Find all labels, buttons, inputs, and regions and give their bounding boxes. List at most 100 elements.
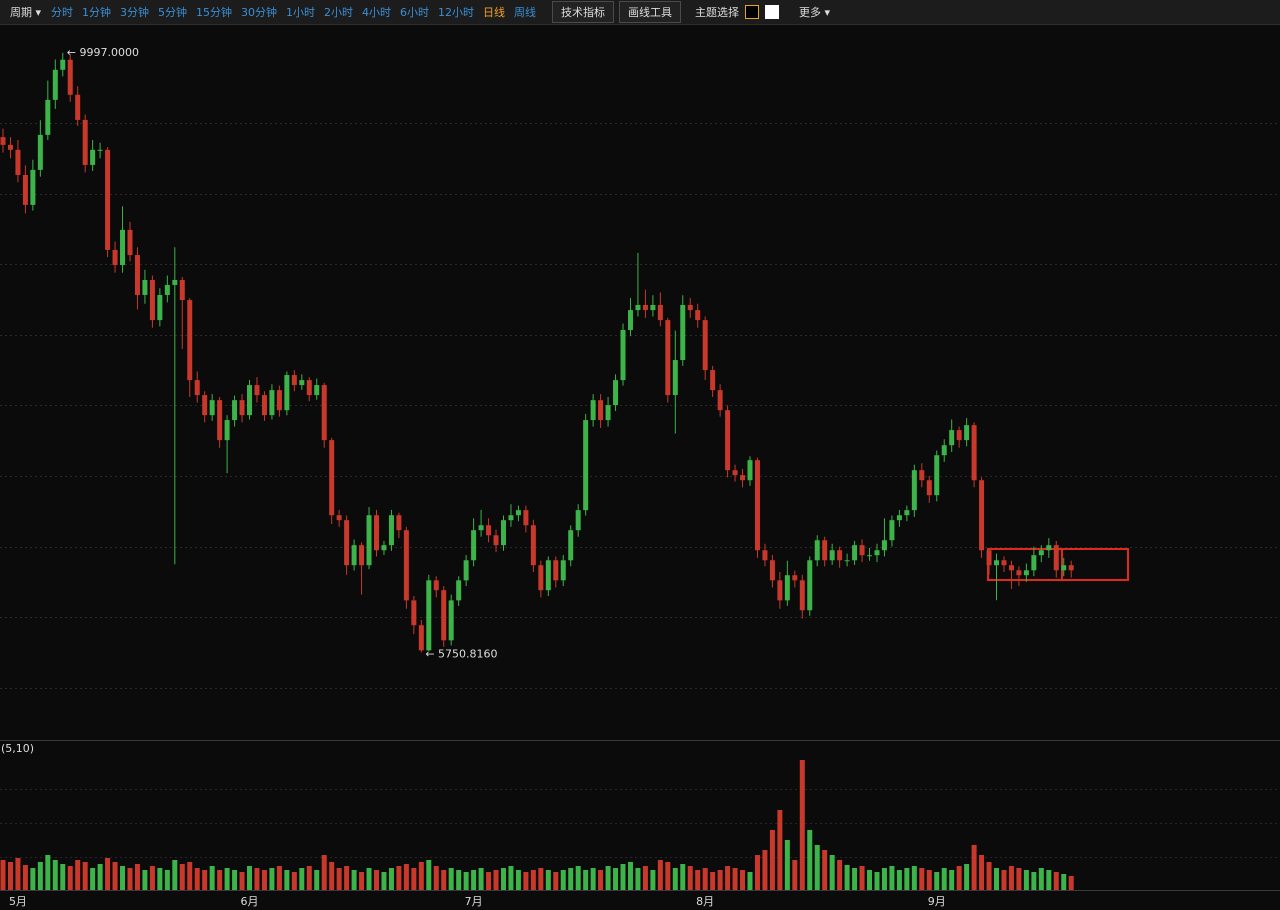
volume-bar (994, 868, 1000, 890)
volume-bar (590, 868, 596, 890)
candle-body (276, 390, 282, 411)
volume-bar (463, 872, 469, 890)
theme-light[interactable] (765, 5, 780, 19)
volume-bar (650, 870, 656, 890)
volume-bar (142, 870, 148, 890)
candle-body (695, 310, 701, 321)
interval[interactable]: 3分钟 (120, 6, 150, 19)
volume-bar (194, 868, 200, 890)
volume-bar (732, 868, 738, 890)
volume-bar (187, 862, 193, 890)
interval[interactable]: 1分钟 (82, 6, 112, 19)
candle-body (979, 480, 985, 551)
candle-body (740, 475, 746, 481)
candle-body (82, 119, 88, 165)
candle-body (441, 590, 447, 641)
candle-body (157, 294, 163, 321)
interval[interactable]: 30分钟 (241, 6, 278, 19)
interval[interactable]: 4小时 (362, 6, 392, 19)
interval-active[interactable]: 日线 (483, 6, 506, 19)
candle-body (568, 530, 574, 561)
candle-body (919, 470, 925, 481)
candle-body (650, 304, 656, 311)
volume-bar (1061, 874, 1067, 890)
indicators-button[interactable]: 技术指标 (552, 1, 615, 23)
candle-body (269, 390, 275, 416)
volume-bar (232, 870, 238, 890)
volume-bar (441, 870, 447, 890)
volume-bar (605, 866, 611, 890)
more-menu[interactable]: 更多 ▾ (799, 6, 831, 19)
candle-body (889, 520, 895, 541)
candle-body (254, 385, 260, 396)
candle-body (306, 380, 312, 396)
theme-label: 主题选择 (695, 6, 740, 19)
interval[interactable]: 15分钟 (196, 6, 233, 19)
volume-bar (500, 868, 506, 890)
volume-bar (291, 872, 297, 890)
volume-bar (941, 868, 947, 890)
interval[interactable]: 12小时 (438, 6, 475, 19)
candle-body (672, 360, 678, 396)
interval[interactable]: 5分钟 (158, 6, 188, 19)
candle-body (837, 550, 843, 561)
candle-body (762, 550, 768, 561)
drawing-tools-button[interactable]: 画线工具 (619, 1, 682, 23)
x-tick-label: 5月 (9, 895, 27, 908)
volume-bar (777, 810, 783, 890)
candle-body (75, 94, 81, 120)
candle-body (90, 149, 96, 165)
interval[interactable]: 1小时 (286, 6, 316, 19)
candle-body (1008, 565, 1014, 571)
candle-body (134, 255, 140, 295)
candle-body (224, 420, 230, 441)
candle-body (657, 304, 663, 321)
candle-body (396, 515, 402, 531)
candle-body (463, 560, 469, 581)
candle-body (911, 470, 917, 511)
candle-body (792, 575, 798, 581)
candle-body (852, 545, 858, 561)
candle-body (299, 380, 305, 386)
candle-body (784, 575, 790, 601)
candle-body (239, 400, 245, 416)
candle-body (680, 304, 686, 361)
candle-body (232, 400, 238, 421)
volume-bar (852, 868, 858, 890)
interval[interactable]: 2小时 (324, 6, 354, 19)
volume-bar (822, 850, 828, 890)
volume-bar (0, 860, 6, 890)
interval[interactable]: 分时 (51, 6, 74, 19)
candle-body (321, 385, 327, 441)
volume-bar (179, 864, 185, 890)
volume-bar (799, 760, 805, 890)
theme-dark[interactable] (745, 5, 760, 19)
volume-bar (620, 864, 626, 890)
volume-bar (792, 860, 798, 890)
volume-bar (306, 866, 312, 890)
volume-bar (157, 868, 163, 890)
volume-bar (269, 868, 275, 890)
volume-bar (807, 830, 813, 890)
volume-bar (396, 866, 402, 890)
candle-body (1016, 570, 1022, 576)
volume-bar (90, 868, 96, 890)
candle-body (949, 430, 955, 446)
volume-bar (112, 862, 118, 890)
period-menu[interactable]: 周期 ▾ (10, 6, 42, 19)
candle-body (388, 515, 394, 546)
candle-body (515, 510, 521, 516)
interval[interactable]: 6小时 (400, 6, 430, 19)
candle-body (956, 430, 962, 441)
candle-body (1068, 565, 1074, 571)
candle-body (530, 525, 536, 566)
candle-body (22, 174, 28, 205)
volume-bar (725, 866, 731, 890)
candle-body (456, 580, 462, 601)
candle-body (52, 69, 58, 100)
interval[interactable]: 周线 (514, 6, 537, 19)
candle-body (934, 455, 940, 496)
candle-body (314, 385, 320, 396)
candle-body (179, 280, 185, 301)
